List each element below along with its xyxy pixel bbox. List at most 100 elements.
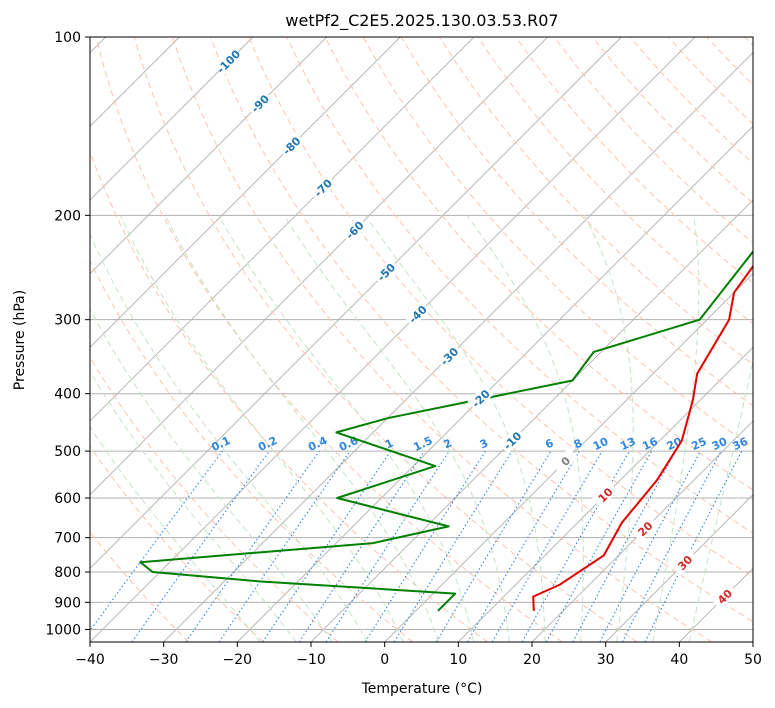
y-tick-label: 400 xyxy=(54,387,81,403)
mixing-ratio-label: 20 xyxy=(665,435,685,453)
isotherm-line xyxy=(90,37,696,642)
dry-adiabat xyxy=(286,37,753,534)
isotherm-label-bg xyxy=(341,216,368,243)
y-tick-label: 900 xyxy=(54,595,81,611)
isotherm-label-bg xyxy=(246,90,273,117)
isotherm-line xyxy=(679,567,753,642)
x-tick-label: −10 xyxy=(296,652,326,668)
y-tick-label: 500 xyxy=(54,444,81,460)
y-tick-label: 300 xyxy=(54,313,81,329)
isotherm-label-bg xyxy=(552,447,579,474)
isotherm-label-bg xyxy=(631,515,658,542)
mixing-ratio-line xyxy=(644,450,743,642)
y-tick-label: 800 xyxy=(54,565,81,581)
isotherm-label-bg xyxy=(215,48,242,75)
temperature-profile xyxy=(532,264,753,611)
dry-adiabat xyxy=(90,356,339,642)
isotherm-label-bg xyxy=(372,258,399,285)
moist-adiabat xyxy=(90,426,261,642)
mixing-ratio-line xyxy=(545,450,653,642)
x-tick-label: 30 xyxy=(597,652,615,668)
mixing-ratio-line xyxy=(90,450,223,632)
dry-adiabat xyxy=(248,37,753,578)
x-tick-label: 10 xyxy=(449,652,467,668)
chart-title: wetPf2_C2E5.2025.130.03.53.R07 xyxy=(285,11,558,31)
isotherm-label-bg xyxy=(467,385,494,412)
mixing-ratio-label: 16 xyxy=(640,435,660,453)
isotherm-label-bg xyxy=(435,342,463,370)
dry-adiabat xyxy=(90,531,190,642)
moist-adiabat xyxy=(164,215,439,642)
mixing-ratio-line xyxy=(185,450,320,642)
dry-adiabat xyxy=(90,259,414,642)
mixing-ratio-label: 36 xyxy=(731,435,751,453)
dry-adiabat xyxy=(324,37,753,491)
isotherm-line xyxy=(384,273,753,642)
moist-adiabat xyxy=(583,215,634,642)
isotherm-line xyxy=(752,641,753,642)
moist-adiabat xyxy=(90,308,333,642)
x-tick-label: 0 xyxy=(380,652,389,668)
moist-adiabat xyxy=(652,215,700,642)
y-tick-label: 1000 xyxy=(45,622,81,638)
y-tick-label: 600 xyxy=(54,491,81,507)
isotherm-label-bg xyxy=(711,583,738,610)
isotherm-label-bg xyxy=(404,300,431,327)
axis-ticks: −40 −30 −20 −10 0 10 20 30 40 50 100 200 300 400 500 60… xyxy=(45,30,762,668)
moist-adiabat xyxy=(120,215,404,642)
mixing-ratio-line xyxy=(599,450,701,642)
plot-frame xyxy=(89,36,754,643)
dry-adiabat xyxy=(744,37,753,47)
isotherm-label-bg xyxy=(498,427,526,454)
y-axis-label: Pressure (hPa) xyxy=(12,290,28,390)
mixing-ratio-line xyxy=(364,450,486,642)
mixing-ratio-line xyxy=(131,450,270,642)
dry-adiabat xyxy=(553,37,753,244)
mixing-ratio-label: 6 xyxy=(543,436,556,451)
moist-adiabat xyxy=(218,215,475,642)
isotherm-line xyxy=(605,494,753,642)
moist-adiabat xyxy=(90,370,297,642)
isotherm-line xyxy=(90,37,475,422)
isotherm-line xyxy=(90,37,327,275)
isotherm-line xyxy=(90,37,401,348)
isotherm-label: -100 xyxy=(215,47,244,76)
mixing-ratio-line xyxy=(325,450,450,642)
mixing-ratio-label: 3 xyxy=(478,436,490,451)
mixing-ratio-label: 10 xyxy=(591,435,611,453)
x-tick-label: 20 xyxy=(523,652,541,668)
isotherm-line xyxy=(237,125,753,642)
mixing-ratio-line xyxy=(262,450,392,642)
dry-adiabat xyxy=(668,37,753,125)
moist-adiabat xyxy=(283,215,510,642)
dry-adiabat xyxy=(591,37,753,204)
isotherm-line xyxy=(90,37,254,201)
isotherm-label-bg xyxy=(671,549,698,576)
mixing-ratio-line xyxy=(218,450,351,642)
dry-adiabat xyxy=(95,37,563,642)
x-tick-label: −30 xyxy=(149,652,179,668)
dry-adiabat xyxy=(90,445,264,642)
mixing-ratio-label: 30 xyxy=(710,435,730,453)
isotherm-line xyxy=(90,37,548,496)
dry-adiabat xyxy=(133,37,638,642)
x-tick-label: 50 xyxy=(744,652,762,668)
y-tick-label: 100 xyxy=(54,30,81,46)
isotherm-line xyxy=(310,199,753,642)
x-tick-label: −40 xyxy=(75,652,105,668)
isotherm-label-bg xyxy=(309,174,336,201)
x-tick-label: −20 xyxy=(223,652,253,668)
moist-adiabat xyxy=(90,232,369,642)
isotherm-line xyxy=(163,52,753,642)
mixing-ratio-line xyxy=(298,450,425,642)
mixing-ratio-line xyxy=(393,450,513,642)
dry-adiabat xyxy=(515,37,753,284)
isotherm-line xyxy=(531,420,753,642)
x-axis-label: Temperature (°C) xyxy=(361,681,483,697)
isotherm-label-bg xyxy=(591,481,619,508)
plot-area: 0.10.20.40.611.52346810131620253036-100-… xyxy=(90,37,753,642)
dry-adiabat xyxy=(210,37,753,623)
mixing-ratio-line xyxy=(572,450,677,642)
dry-adiabat xyxy=(171,37,712,642)
mixing-ratio-line xyxy=(435,450,552,642)
